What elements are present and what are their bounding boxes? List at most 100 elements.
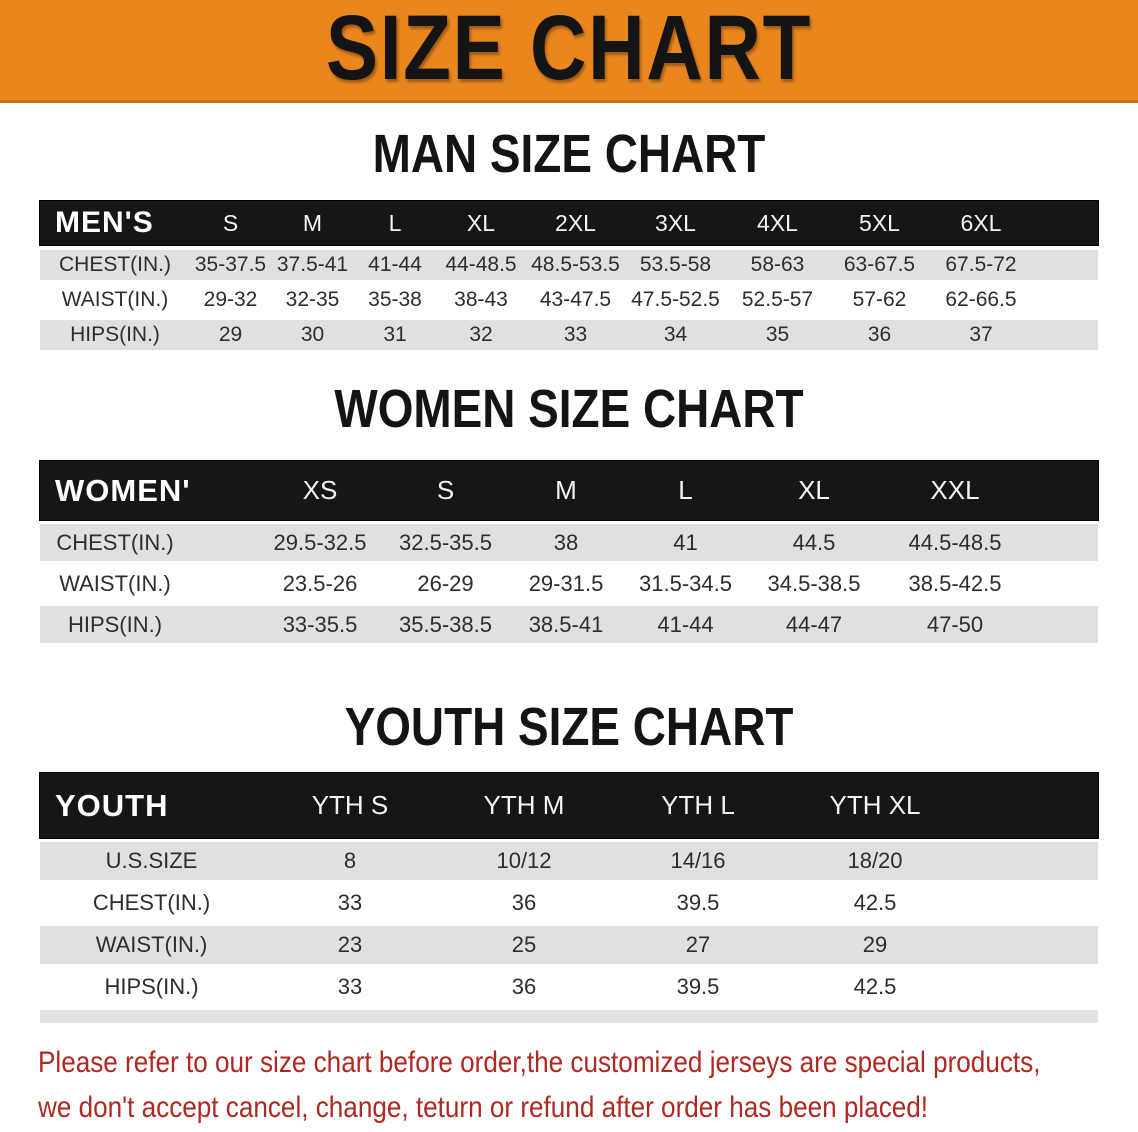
size-column-header: 4XL bbox=[757, 209, 798, 236]
value-cell: 29.5-32.5 bbox=[273, 529, 367, 555]
value-cell: 42.5 bbox=[853, 974, 897, 999]
value-cell: 63-67.5 bbox=[843, 253, 916, 276]
women-group-label: WOMEN'S bbox=[55, 472, 190, 508]
size-column-header: M bbox=[302, 209, 323, 236]
row-label: CHEST(IN.) bbox=[92, 890, 211, 915]
row-label: HIPS(IN.) bbox=[104, 974, 199, 999]
value-cell: 38.5-42.5 bbox=[908, 570, 1002, 596]
value-cell: 44-47 bbox=[785, 611, 843, 637]
value-cell: 41-44 bbox=[368, 253, 422, 276]
row-label: CHEST(IN.) bbox=[56, 529, 174, 555]
value-cell: 26-29 bbox=[417, 570, 474, 596]
value-cell: 52.5-57 bbox=[741, 288, 814, 311]
value-cell: 27 bbox=[685, 932, 711, 957]
value-cell: 37 bbox=[969, 323, 993, 346]
table-row: HIPS(IN.) 33-35.5 35.5-38.5 38.5-41 41-44 44-… bbox=[40, 606, 1098, 643]
value-cell: 34 bbox=[663, 323, 688, 346]
value-cell: 44-48.5 bbox=[445, 253, 517, 276]
value-cell: 35-38 bbox=[368, 288, 422, 311]
row-label: HIPS(IN.) bbox=[70, 323, 160, 346]
table-row: HIPS(IN.) 33 36 39.5 42.5 bbox=[40, 968, 1098, 1006]
size-column-header: 3XL bbox=[655, 209, 696, 236]
value-cell: 35.5-38.5 bbox=[399, 611, 492, 637]
men-table-header-row: MEN'S S M L XL 2XL 3XL 4XL 5XL 6XL bbox=[40, 201, 1098, 245]
table-row: U.S.SIZE 8 10/12 14/16 18/20 bbox=[40, 842, 1098, 880]
size-column-header: XL bbox=[798, 475, 830, 505]
row-label: CHEST(IN.) bbox=[59, 253, 171, 276]
youth-group-label: YOUTH bbox=[55, 787, 169, 823]
men-heading-text: MAN SIZE CHART bbox=[372, 124, 766, 184]
value-cell: 44.5 bbox=[792, 529, 836, 555]
value-cell: 39.5 bbox=[676, 974, 720, 999]
table-row: WAIST(IN.) 23.5-26 26-29 29-31.5 31.5-34.5 34… bbox=[40, 565, 1098, 602]
men-size-table: MEN'S S M L XL 2XL 3XL 4XL 5XL 6XL CHEST(IN.) 35-37… bbox=[40, 201, 1098, 350]
men-group-label: MEN'S bbox=[55, 206, 154, 239]
value-cell: 35 bbox=[765, 323, 790, 346]
size-chart-banner: SIZE CHART bbox=[0, 0, 1138, 103]
table-row: CHEST(IN.) 33 36 39.5 42.5 bbox=[40, 884, 1098, 922]
value-cell: 10/12 bbox=[496, 848, 552, 873]
youth-table-header-row: YOUTH YTH S YTH M YTH L YTH XL bbox=[40, 773, 1098, 838]
value-cell: 38.5-41 bbox=[528, 611, 604, 637]
value-cell: 33 bbox=[337, 890, 363, 915]
women-heading-text: WOMEN SIZE CHART bbox=[334, 379, 804, 439]
value-cell: 62-66.5 bbox=[945, 288, 1017, 311]
table-row: HIPS(IN.) 29 30 31 32 33 34 35 36 37 bbox=[40, 320, 1098, 350]
value-cell: 18/20 bbox=[847, 848, 903, 873]
youth-size-table: YOUTH YTH S YTH M YTH L YTH XL U.S.SIZE 8 10/12… bbox=[40, 773, 1098, 1006]
youth-heading-text: YOUTH SIZE CHART bbox=[344, 697, 794, 757]
size-column-header: XS bbox=[302, 475, 338, 505]
value-cell: 36 bbox=[511, 974, 537, 999]
footer-line-1: Please refer to our size chart before or… bbox=[38, 1046, 1041, 1079]
value-cell: 14/16 bbox=[670, 848, 726, 873]
value-cell: 37.5-41 bbox=[276, 253, 349, 276]
value-cell: 47-50 bbox=[926, 611, 984, 637]
size-column-header: YTH M bbox=[483, 790, 565, 820]
value-cell: 33 bbox=[337, 974, 363, 999]
size-column-header: 2XL bbox=[555, 209, 596, 236]
size-column-header: L bbox=[678, 475, 693, 505]
value-cell: 58-63 bbox=[750, 253, 805, 276]
value-cell: 42.5 bbox=[853, 890, 897, 915]
value-cell: 23 bbox=[337, 932, 363, 957]
value-cell: 23.5-26 bbox=[282, 570, 358, 596]
value-cell: 25 bbox=[511, 932, 537, 957]
value-cell: 29-31.5 bbox=[528, 570, 604, 596]
banner-title: SIZE CHART bbox=[325, 0, 813, 99]
footer-note: Please refer to our size chart before or… bbox=[38, 1040, 1138, 1130]
value-cell: 30 bbox=[300, 323, 325, 346]
value-cell: 67.5-72 bbox=[945, 253, 1017, 276]
men-section-heading: MAN SIZE CHART bbox=[0, 124, 1138, 184]
value-cell: 57-62 bbox=[852, 288, 907, 311]
value-cell: 29 bbox=[218, 323, 243, 346]
size-column-header: XXL bbox=[930, 475, 980, 505]
table-row: CHEST(IN.) 29.5-32.5 32.5-35.5 38 41 44.5 44.5… bbox=[40, 524, 1098, 561]
size-column-header: YTH XL bbox=[829, 790, 921, 820]
value-cell: 8 bbox=[343, 848, 357, 873]
partial-stripe bbox=[40, 1010, 1098, 1023]
size-column-header: XL bbox=[466, 209, 496, 236]
value-cell: 38 bbox=[553, 529, 579, 555]
row-label: WAIST(IN.) bbox=[95, 932, 208, 957]
size-column-header: L bbox=[388, 209, 402, 236]
value-cell: 31.5-34.5 bbox=[639, 570, 732, 596]
value-cell: 32-35 bbox=[285, 288, 340, 311]
value-cell: 53.5-58 bbox=[639, 253, 712, 276]
table-row: WAIST(IN.) 23 25 27 29 bbox=[40, 926, 1098, 964]
value-cell: 33-35.5 bbox=[282, 611, 358, 637]
size-column-header: 5XL bbox=[859, 209, 900, 236]
value-cell: 32 bbox=[469, 323, 493, 346]
value-cell: 32.5-35.5 bbox=[399, 529, 492, 555]
value-cell: 33 bbox=[563, 323, 588, 346]
youth-section-heading: YOUTH SIZE CHART bbox=[0, 697, 1138, 757]
size-column-header: S bbox=[436, 475, 455, 505]
value-cell: 31 bbox=[383, 323, 407, 346]
row-label: WAIST(IN.) bbox=[59, 570, 171, 596]
row-label: HIPS(IN.) bbox=[67, 611, 163, 637]
value-cell: 29-32 bbox=[203, 288, 258, 311]
value-cell: 43-47.5 bbox=[539, 288, 612, 311]
footer-line-2: we don't accept cancel, change, teturn o… bbox=[38, 1091, 929, 1124]
value-cell: 36 bbox=[511, 890, 537, 915]
size-column-header: S bbox=[222, 209, 239, 236]
